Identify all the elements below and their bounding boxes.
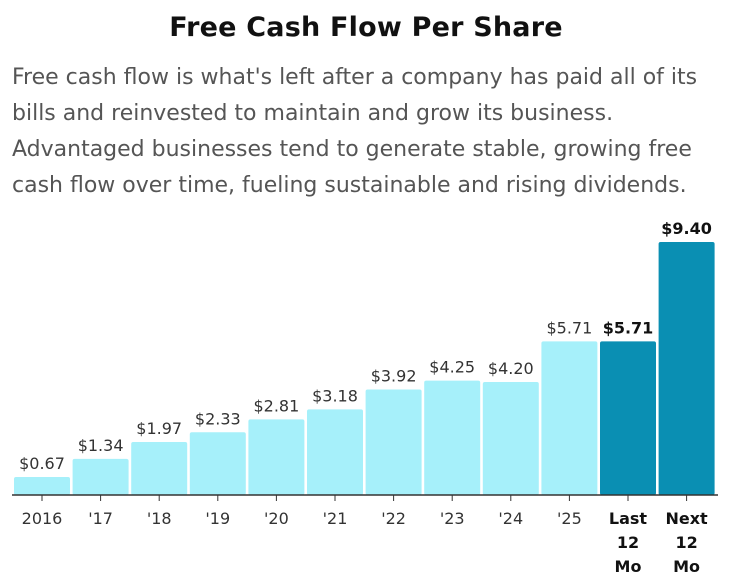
x-tick-label: 12 — [675, 533, 697, 552]
bar-value-label: $4.25 — [429, 358, 475, 377]
bar — [131, 441, 188, 495]
bar-value-label: $4.20 — [488, 359, 534, 378]
x-tick-label: '19 — [205, 509, 230, 528]
bar-value-label: $3.18 — [312, 386, 358, 405]
x-tick-label: Last — [609, 509, 648, 528]
bar — [541, 341, 598, 495]
x-tick-label: 12 — [617, 533, 639, 552]
bar-value-label: $5.71 — [603, 318, 654, 337]
bar-value-label: $1.97 — [136, 419, 182, 438]
bar-value-label: $5.71 — [546, 318, 592, 337]
x-tick-label: '17 — [88, 509, 113, 528]
description-line: bills and reinvested to maintain and gro… — [12, 101, 614, 126]
bar — [189, 432, 246, 495]
x-tick-label: '23 — [440, 509, 465, 528]
x-tick-label: Next — [665, 509, 708, 528]
x-tick-label: '18 — [147, 509, 172, 528]
x-tick-label: Mo — [615, 557, 642, 576]
bar-value-label: $3.92 — [371, 366, 417, 385]
x-tick-label: Mo — [673, 557, 700, 576]
description-line: cash flow over time, fueling sustainable… — [12, 173, 687, 198]
x-tick-label: '25 — [557, 509, 582, 528]
chart-description: Free cash flow is what's left after a co… — [12, 60, 724, 204]
bar — [307, 409, 363, 495]
bar — [365, 389, 422, 495]
bar — [424, 380, 481, 495]
bar — [248, 419, 305, 495]
x-tick-label: '22 — [381, 509, 406, 528]
bar — [600, 341, 656, 495]
x-tick-label: '20 — [264, 509, 289, 528]
bar — [14, 476, 70, 495]
bar — [658, 242, 715, 495]
chart-title: Free Cash Flow Per Share — [169, 12, 563, 43]
bar-value-label: $0.67 — [19, 454, 65, 473]
x-tick-label: '24 — [498, 509, 523, 528]
bar-value-label: $9.40 — [661, 219, 712, 238]
description-line: Free cash flow is what's left after a co… — [12, 65, 698, 90]
bar-value-label: $1.34 — [78, 436, 124, 455]
bar — [482, 381, 539, 495]
x-tick-label: '21 — [323, 509, 348, 528]
x-tick-label: 2016 — [22, 509, 63, 528]
bar-value-label: $2.33 — [195, 409, 241, 428]
description-line: Advantaged businesses tend to generate s… — [12, 137, 692, 162]
bar-value-label: $2.81 — [253, 396, 299, 415]
bar — [72, 458, 129, 495]
